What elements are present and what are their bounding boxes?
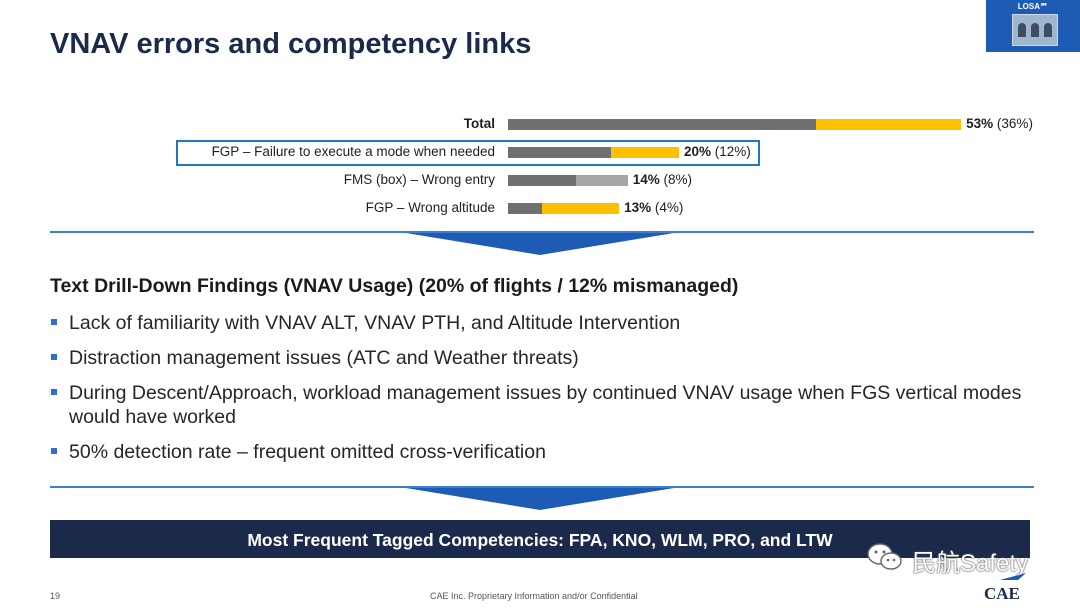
bar-segment-first bbox=[508, 119, 816, 130]
bar-value-label: 53% bbox=[966, 116, 994, 131]
highlight-box bbox=[176, 140, 760, 166]
footer-confidential: CAE Inc. Proprietary Information and/or … bbox=[430, 591, 638, 601]
down-arrow-icon bbox=[406, 488, 674, 510]
finding-item: Distraction management issues (ATC and W… bbox=[50, 346, 1040, 370]
finding-text: 50% detection rate – frequent omitted cr… bbox=[69, 441, 546, 463]
wechat-icon bbox=[867, 543, 902, 570]
bar-data-label: 14% (8%) bbox=[632, 172, 692, 187]
bar-value-label: 20% bbox=[684, 144, 712, 159]
finding-text: During Descent/Approach, workload manage… bbox=[69, 382, 1022, 428]
competencies-banner: Most Frequent Tagged Competencies: FPA, … bbox=[50, 520, 1030, 558]
category-label: Total bbox=[463, 116, 495, 131]
drilldown-heading: Text Drill-Down Findings (VNAV Usage) (2… bbox=[50, 275, 739, 297]
bar-segment-second bbox=[610, 147, 679, 158]
findings-list: Lack of familiarity with VNAV ALT, VNAV … bbox=[50, 311, 1040, 475]
bullet-square-icon bbox=[51, 319, 57, 325]
bullet-square-icon bbox=[51, 389, 57, 395]
cae-swoosh-icon bbox=[1000, 573, 1026, 580]
losa-photo-image bbox=[1012, 14, 1058, 46]
watermark-text: 民航Safety bbox=[912, 550, 1029, 577]
losa-logo-text: LOSA℠ bbox=[1017, 2, 1049, 11]
page-number: 19 bbox=[50, 591, 61, 601]
bar-segment-first bbox=[508, 203, 543, 214]
bar-segment-second bbox=[542, 203, 620, 214]
down-arrow-icon bbox=[406, 233, 674, 255]
finding-text: Distraction management issues (ATC and W… bbox=[69, 347, 579, 369]
losa-logo: LOSA℠ bbox=[986, 0, 1080, 52]
bullet-square-icon bbox=[51, 354, 57, 360]
cae-logo: CAE bbox=[984, 584, 1020, 603]
vnav-bar-chart: Total 53% (36%) FGP – Failure to execute a… bbox=[0, 108, 1080, 228]
finding-item: During Descent/Approach, workload manage… bbox=[50, 381, 1040, 429]
bar-segment-first bbox=[508, 147, 611, 158]
bar-value-label: 14% bbox=[632, 172, 660, 187]
slide-title: VNAV errors and competency links bbox=[50, 28, 532, 60]
bar-segment-second bbox=[576, 175, 628, 186]
bar-value-label: 13% bbox=[624, 200, 652, 215]
bar-segment-second bbox=[815, 119, 962, 130]
bar-data-label: 20% (12%) bbox=[684, 144, 751, 159]
section-divider-bottom bbox=[50, 486, 1034, 488]
category-label: FGP – Failure to execute a mode when nee… bbox=[211, 144, 495, 159]
finding-item: Lack of familiarity with VNAV ALT, VNAV … bbox=[50, 311, 1040, 335]
category-label: FGP – Wrong altitude bbox=[365, 200, 495, 215]
bar-segment-first bbox=[508, 175, 577, 186]
section-divider-top bbox=[50, 231, 1034, 233]
bar-data-label: 13% (4%) bbox=[624, 200, 684, 215]
finding-text: Lack of familiarity with VNAV ALT, VNAV … bbox=[69, 312, 681, 334]
category-label: FMS (box) – Wrong entry bbox=[343, 172, 495, 187]
finding-item: 50% detection rate – frequent omitted cr… bbox=[50, 440, 1040, 464]
bar-data-label: 53% (36%) bbox=[966, 116, 1033, 131]
bullet-square-icon bbox=[51, 448, 57, 454]
